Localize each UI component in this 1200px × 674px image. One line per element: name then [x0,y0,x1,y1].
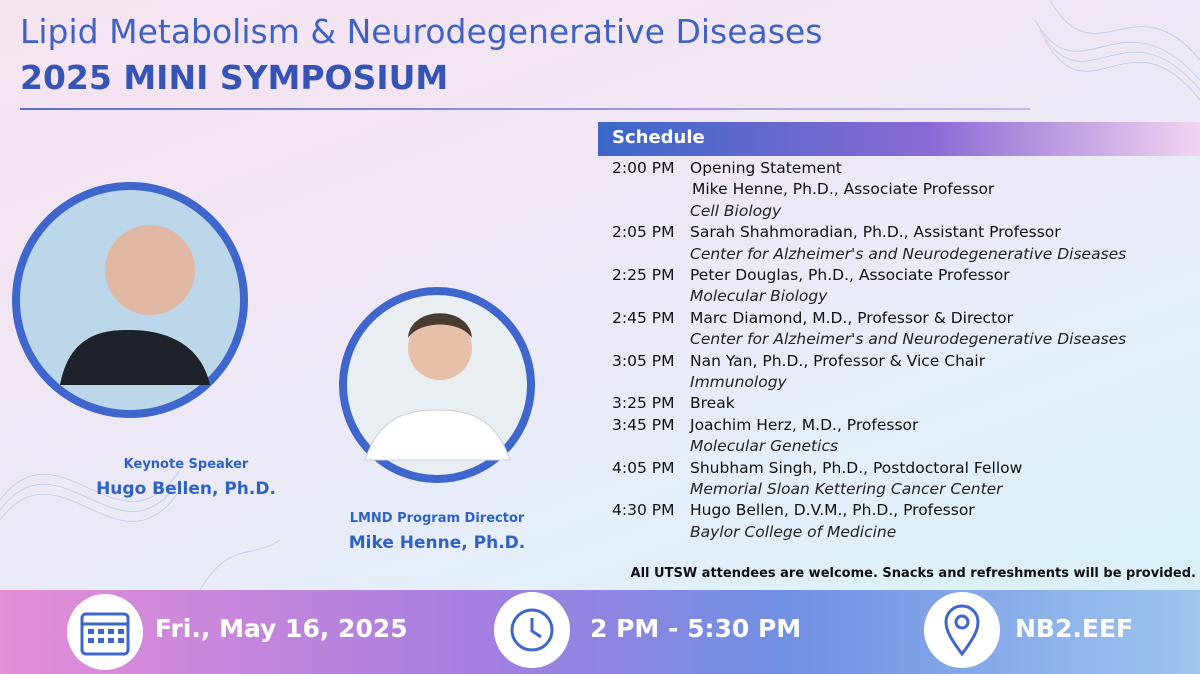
schedule-time: 2:45 PM [612,308,675,327]
event-time: 2 PM - 5:30 PM [590,614,802,643]
schedule-time: 3:05 PM [612,351,675,370]
schedule-time: 2:05 PM [612,223,675,242]
schedule-text: Hugo Bellen, D.V.M., Ph.D., Professor [690,501,975,520]
schedule-text: Break [690,394,735,413]
divider [20,108,1030,110]
schedule-affiliation: Immunology [690,373,787,391]
schedule-text: Sarah Shahmoradian, Ph.D., Assistant Pro… [690,223,1061,242]
footer-bar [0,590,1200,674]
subtitle: 2025 MINI SYMPOSIUM [20,58,449,97]
clock-icon [494,592,570,668]
schedule-affiliation: Molecular Genetics [690,437,839,456]
speaker-role: Keynote Speaker [123,457,249,472]
schedule-affiliation: Center for Alzheimer's and Neurodegenera… [690,330,1127,349]
schedule-text: Peter Douglas, Ph.D., Associate Professo… [690,266,1010,284]
title: Lipid Metabolism & Neurodegenerative Dis… [20,12,823,51]
location-icon [924,592,1000,668]
schedule-text: Shubham Singh, Ph.D., Postdoctoral Fello… [690,458,1023,477]
speaker-name: Mike Henne, Ph.D. [348,533,526,553]
schedule-heading: Schedule [612,127,705,148]
note: All UTSW attendees are welcome. Snacks a… [630,566,1196,581]
schedule-text: Nan Yan, Ph.D., Professor & Vice Chair [690,351,986,370]
schedule-text: Opening Statement [690,159,842,177]
schedule-affiliation: Molecular Biology [690,287,828,306]
event-date: Fri., May 16, 2025 [155,614,408,643]
schedule-time: 3:45 PM [612,415,675,434]
event-location: NB2.EEF [1015,614,1134,643]
schedule-affiliation: Baylor College of Medicine [690,522,897,541]
schedule-time: 4:05 PM [612,458,675,477]
calendar-icon [67,594,143,670]
schedule-time: 2:25 PM [612,266,675,284]
schedule-text: Mike Henne, Ph.D., Associate Professor [692,180,995,199]
schedule-affiliation: Cell Biology [690,201,782,220]
schedule-time: 3:25 PM [612,394,675,413]
schedule-time: 4:30 PM [612,501,675,520]
speaker-role: LMND Program Director [349,511,525,526]
footer-icons [67,592,1000,670]
schedule-text: Joachim Herz, M.D., Professor [690,415,919,434]
schedule-affiliation: Center for Alzheimer's and Neurodegenera… [690,244,1127,263]
schedule-text: Marc Diamond, M.D., Professor & Director [690,308,1014,327]
schedule-time: 2:00 PM [612,159,675,177]
schedule-affiliation: Memorial Sloan Kettering Cancer Center [690,480,1003,498]
schedule-header-bar [598,122,1200,156]
speaker-name: Hugo Bellen, Ph.D. [96,479,276,499]
